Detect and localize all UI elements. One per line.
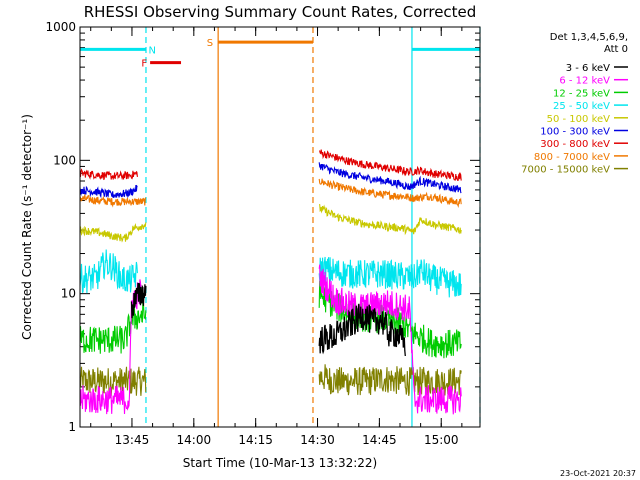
series-line: [79, 264, 462, 415]
y-tick-label: 100: [53, 153, 76, 167]
x-tick-label: 14:00: [177, 433, 212, 447]
series-line: [79, 203, 462, 243]
x-tick-label: 14:45: [362, 433, 397, 447]
x-tick-label: 13:45: [115, 433, 150, 447]
interval-label: F: [141, 59, 147, 70]
legend-item-label: 7000 - 15000 keV: [521, 165, 610, 176]
plot-frame: [79, 26, 481, 428]
legend-item-label: 800 - 7000 keV: [534, 152, 610, 163]
x-tick-label: 15:00: [424, 433, 459, 447]
y-tick-label: 1000: [45, 20, 76, 34]
y-tick-label: 1: [68, 420, 76, 434]
series-line: [79, 162, 462, 199]
series-line: [79, 149, 462, 182]
legend-item-label: 50 - 100 keV: [547, 114, 611, 125]
legend-header-line-2: Att 0: [604, 44, 628, 55]
footer-date: 23-Oct-2021 20:37: [560, 469, 636, 478]
legend-header-line-1: Det 1,3,4,5,6,9,: [550, 32, 628, 43]
legend-item-label: 12 - 25 keV: [553, 88, 610, 99]
legend-item-label: 3 - 6 keV: [566, 63, 610, 74]
x-tick-label: 14:15: [238, 433, 273, 447]
series-line: [79, 178, 462, 209]
y-axis-label: Corrected Count Rate (s⁻¹ detector⁻¹): [20, 114, 34, 340]
legend-item-label: 25 - 50 keV: [553, 101, 610, 112]
chart-title: RHESSI Observing Summary Count Rates, Co…: [84, 3, 477, 21]
interval-label: N: [148, 45, 155, 56]
series-line: [130, 282, 406, 357]
legend-item-label: 100 - 300 keV: [540, 127, 610, 138]
x-tick-label: 14:30: [300, 433, 335, 447]
legend-item-label: 6 - 12 keV: [559, 76, 610, 87]
legend-item-label: 300 - 800 keV: [540, 139, 610, 150]
plot-area: 1 10 100 1000 13:45 14:00 14:15 14:30 14:45 15:00…: [45, 20, 481, 447]
series-line: [79, 364, 462, 396]
x-axis-label: Start Time (10-Mar-13 13:32:22): [183, 456, 377, 470]
y-tick-label: 10: [61, 287, 76, 301]
series-line: [79, 249, 462, 298]
interval-label: S: [207, 38, 213, 49]
